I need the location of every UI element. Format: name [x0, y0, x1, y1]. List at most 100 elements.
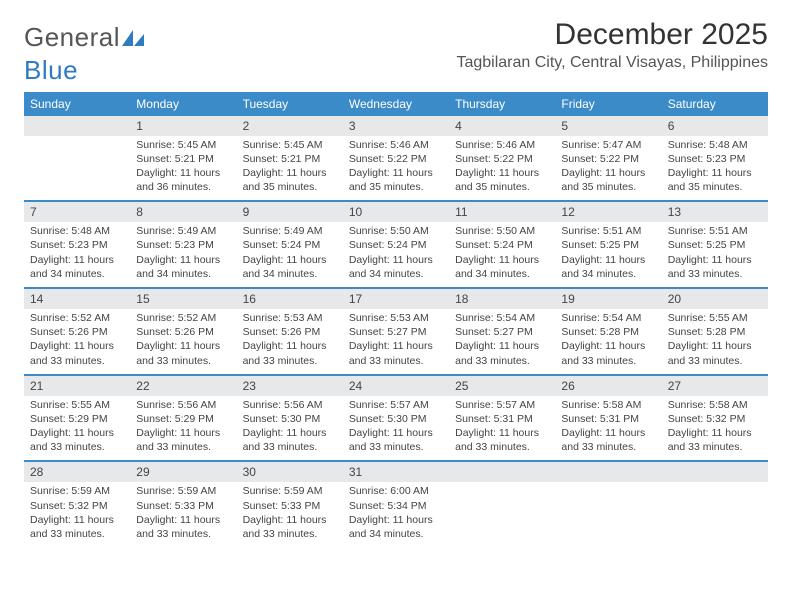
day-number: 10: [343, 202, 449, 222]
day-details: Sunrise: 5:56 AMSunset: 5:30 PMDaylight:…: [237, 396, 343, 461]
day-number: 24: [343, 376, 449, 396]
day-number: 17: [343, 289, 449, 309]
day-details: Sunrise: 5:53 AMSunset: 5:27 PMDaylight:…: [343, 309, 449, 374]
day-number: 9: [237, 202, 343, 222]
calendar-cell: 12Sunrise: 5:51 AMSunset: 5:25 PMDayligh…: [555, 201, 661, 288]
title-block: December 2025 Tagbilaran City, Central V…: [456, 18, 768, 72]
day-number: 25: [449, 376, 555, 396]
day-number: 1: [130, 116, 236, 136]
day-details: Sunrise: 5:59 AMSunset: 5:33 PMDaylight:…: [237, 482, 343, 547]
calendar-row: 21Sunrise: 5:55 AMSunset: 5:29 PMDayligh…: [24, 375, 768, 462]
calendar-cell: 5Sunrise: 5:47 AMSunset: 5:22 PMDaylight…: [555, 116, 661, 202]
logo-text-gray: General: [24, 22, 120, 52]
day-number: 3: [343, 116, 449, 136]
calendar-cell: 11Sunrise: 5:50 AMSunset: 5:24 PMDayligh…: [449, 201, 555, 288]
day-details: Sunrise: 5:56 AMSunset: 5:29 PMDaylight:…: [130, 396, 236, 461]
day-header-row: Sunday Monday Tuesday Wednesday Thursday…: [24, 92, 768, 116]
page-title: December 2025: [456, 18, 768, 52]
day-number: 26: [555, 376, 661, 396]
calendar-cell: 4Sunrise: 5:46 AMSunset: 5:22 PMDaylight…: [449, 116, 555, 202]
calendar-cell: 16Sunrise: 5:53 AMSunset: 5:26 PMDayligh…: [237, 288, 343, 375]
calendar-row: 14Sunrise: 5:52 AMSunset: 5:26 PMDayligh…: [24, 288, 768, 375]
day-number: [662, 462, 768, 482]
day-number: 6: [662, 116, 768, 136]
day-number: 29: [130, 462, 236, 482]
calendar-cell: 21Sunrise: 5:55 AMSunset: 5:29 PMDayligh…: [24, 375, 130, 462]
calendar-cell: 14Sunrise: 5:52 AMSunset: 5:26 PMDayligh…: [24, 288, 130, 375]
calendar-table: Sunday Monday Tuesday Wednesday Thursday…: [24, 92, 768, 547]
day-number: 11: [449, 202, 555, 222]
calendar-cell: 20Sunrise: 5:55 AMSunset: 5:28 PMDayligh…: [662, 288, 768, 375]
calendar-cell: 29Sunrise: 5:59 AMSunset: 5:33 PMDayligh…: [130, 461, 236, 547]
day-details: Sunrise: 5:50 AMSunset: 5:24 PMDaylight:…: [343, 222, 449, 287]
day-number: 22: [130, 376, 236, 396]
day-details: Sunrise: 5:46 AMSunset: 5:22 PMDaylight:…: [449, 136, 555, 201]
day-details: Sunrise: 5:55 AMSunset: 5:29 PMDaylight:…: [24, 396, 130, 461]
calendar-cell: 31Sunrise: 6:00 AMSunset: 5:34 PMDayligh…: [343, 461, 449, 547]
calendar-cell: 25Sunrise: 5:57 AMSunset: 5:31 PMDayligh…: [449, 375, 555, 462]
logo-text-blue: Blue: [24, 55, 78, 85]
calendar-cell: [555, 461, 661, 547]
day-details: Sunrise: 5:53 AMSunset: 5:26 PMDaylight:…: [237, 309, 343, 374]
day-header: Monday: [130, 92, 236, 116]
calendar-cell: 6Sunrise: 5:48 AMSunset: 5:23 PMDaylight…: [662, 116, 768, 202]
calendar-cell: 23Sunrise: 5:56 AMSunset: 5:30 PMDayligh…: [237, 375, 343, 462]
day-header: Wednesday: [343, 92, 449, 116]
day-details: Sunrise: 5:46 AMSunset: 5:22 PMDaylight:…: [343, 136, 449, 201]
calendar-cell: 10Sunrise: 5:50 AMSunset: 5:24 PMDayligh…: [343, 201, 449, 288]
calendar-cell: 3Sunrise: 5:46 AMSunset: 5:22 PMDaylight…: [343, 116, 449, 202]
day-number: 2: [237, 116, 343, 136]
day-details: Sunrise: 5:59 AMSunset: 5:32 PMDaylight:…: [24, 482, 130, 547]
day-number: 15: [130, 289, 236, 309]
day-number: [24, 116, 130, 136]
calendar-cell: 13Sunrise: 5:51 AMSunset: 5:25 PMDayligh…: [662, 201, 768, 288]
day-details: Sunrise: 5:52 AMSunset: 5:26 PMDaylight:…: [24, 309, 130, 374]
day-header: Sunday: [24, 92, 130, 116]
day-details: Sunrise: 5:51 AMSunset: 5:25 PMDaylight:…: [662, 222, 768, 287]
day-number: [555, 462, 661, 482]
calendar-cell: 28Sunrise: 5:59 AMSunset: 5:32 PMDayligh…: [24, 461, 130, 547]
day-number: 14: [24, 289, 130, 309]
logo: GeneralBlue: [24, 18, 144, 86]
calendar-row: 28Sunrise: 5:59 AMSunset: 5:32 PMDayligh…: [24, 461, 768, 547]
day-details: Sunrise: 5:54 AMSunset: 5:27 PMDaylight:…: [449, 309, 555, 374]
day-details: Sunrise: 5:57 AMSunset: 5:30 PMDaylight:…: [343, 396, 449, 461]
day-details: Sunrise: 5:49 AMSunset: 5:23 PMDaylight:…: [130, 222, 236, 287]
day-details: Sunrise: 5:54 AMSunset: 5:28 PMDaylight:…: [555, 309, 661, 374]
day-number: 5: [555, 116, 661, 136]
day-number: 31: [343, 462, 449, 482]
header: GeneralBlue December 2025 Tagbilaran Cit…: [24, 18, 768, 86]
day-header: Thursday: [449, 92, 555, 116]
day-number: 28: [24, 462, 130, 482]
day-number: 20: [662, 289, 768, 309]
day-number: 27: [662, 376, 768, 396]
calendar-cell: 24Sunrise: 5:57 AMSunset: 5:30 PMDayligh…: [343, 375, 449, 462]
day-number: 12: [555, 202, 661, 222]
calendar-cell: [449, 461, 555, 547]
day-details: Sunrise: 5:51 AMSunset: 5:25 PMDaylight:…: [555, 222, 661, 287]
calendar-cell: 27Sunrise: 5:58 AMSunset: 5:32 PMDayligh…: [662, 375, 768, 462]
calendar-cell: 8Sunrise: 5:49 AMSunset: 5:23 PMDaylight…: [130, 201, 236, 288]
calendar-cell: 1Sunrise: 5:45 AMSunset: 5:21 PMDaylight…: [130, 116, 236, 202]
day-details: Sunrise: 5:45 AMSunset: 5:21 PMDaylight:…: [237, 136, 343, 201]
day-details: Sunrise: 5:48 AMSunset: 5:23 PMDaylight:…: [24, 222, 130, 287]
day-number: 7: [24, 202, 130, 222]
logo-text: GeneralBlue: [24, 22, 144, 86]
day-number: 21: [24, 376, 130, 396]
calendar-row: 1Sunrise: 5:45 AMSunset: 5:21 PMDaylight…: [24, 116, 768, 202]
calendar-cell: [24, 116, 130, 202]
calendar-cell: 22Sunrise: 5:56 AMSunset: 5:29 PMDayligh…: [130, 375, 236, 462]
day-number: 30: [237, 462, 343, 482]
day-header: Tuesday: [237, 92, 343, 116]
calendar-cell: 2Sunrise: 5:45 AMSunset: 5:21 PMDaylight…: [237, 116, 343, 202]
day-number: 16: [237, 289, 343, 309]
calendar-cell: 30Sunrise: 5:59 AMSunset: 5:33 PMDayligh…: [237, 461, 343, 547]
day-details: Sunrise: 5:55 AMSunset: 5:28 PMDaylight:…: [662, 309, 768, 374]
day-header: Friday: [555, 92, 661, 116]
calendar-cell: 18Sunrise: 5:54 AMSunset: 5:27 PMDayligh…: [449, 288, 555, 375]
calendar-cell: 7Sunrise: 5:48 AMSunset: 5:23 PMDaylight…: [24, 201, 130, 288]
day-number: 23: [237, 376, 343, 396]
day-header: Saturday: [662, 92, 768, 116]
calendar-cell: 19Sunrise: 5:54 AMSunset: 5:28 PMDayligh…: [555, 288, 661, 375]
calendar-body: 1Sunrise: 5:45 AMSunset: 5:21 PMDaylight…: [24, 116, 768, 547]
